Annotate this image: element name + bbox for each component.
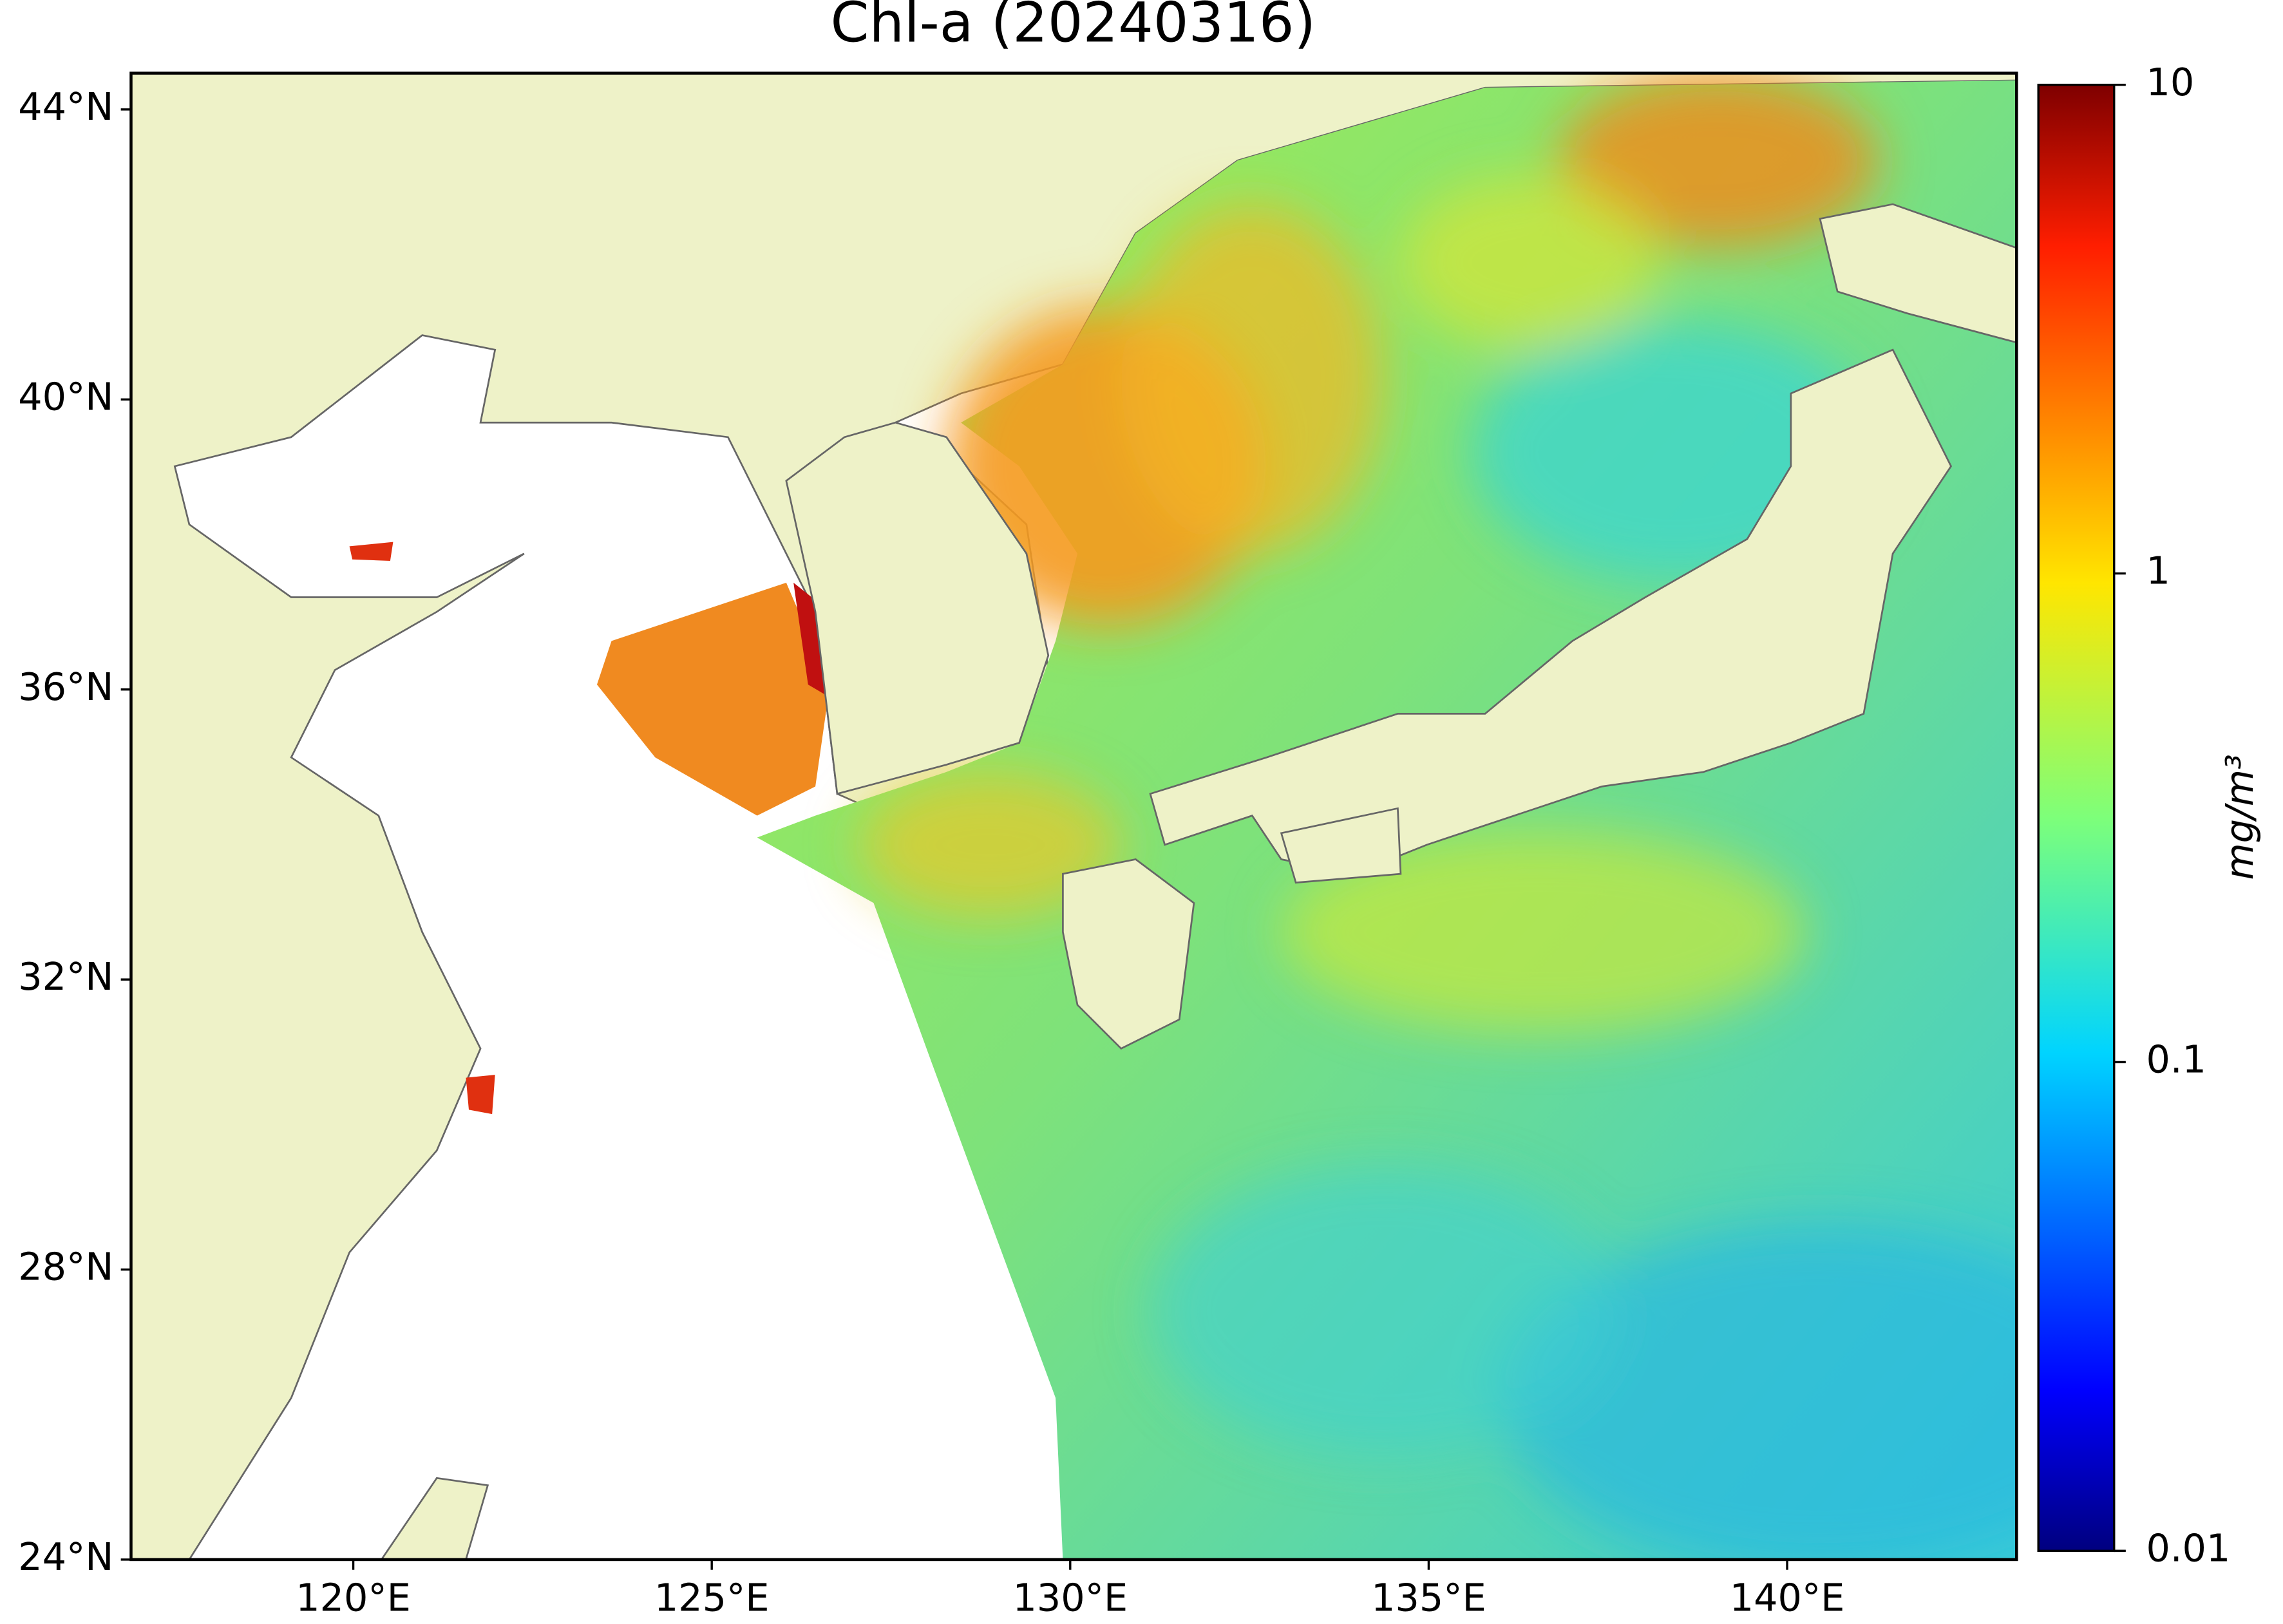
colorbar-tick-label: 1 [2146,549,2170,593]
honshu [1149,348,1953,875]
y-tick-label: 44°N [18,84,113,129]
y-tick-label: 40°N [18,374,113,419]
y-tick-label: 36°N [18,665,113,709]
hokkaido [1819,203,2017,344]
korea [785,421,1050,795]
colorbar [2037,84,2116,1553]
shikoku [1280,807,1402,884]
colorbar-tick-label: 0.01 [2146,1525,2230,1570]
y-tick-label: 28°N [18,1245,113,1289]
y-tick-label: 32°N [18,954,113,999]
x-tick-label: 140°E [1730,1575,1845,1619]
x-tick-label: 130°E [1012,1575,1128,1619]
colorbar-tick-label: 10 [2146,60,2194,104]
colorbar-tick-label: 0.1 [2146,1037,2206,1082]
y-tick-label: 24°N [18,1534,113,1579]
map-frame [129,71,2018,1562]
map-area [131,73,2017,1560]
x-tick-label: 135°E [1371,1575,1486,1619]
colorbar-label: mg/m³ [2217,754,2262,880]
x-tick-label: 125°E [654,1575,770,1619]
taiwan [380,1477,489,1560]
chlorophyll-patches [858,73,2017,1560]
map-title: Chl-a (20240316) [830,0,1316,55]
kyushu [1062,858,1195,1050]
x-tick-label: 120°E [296,1575,411,1619]
